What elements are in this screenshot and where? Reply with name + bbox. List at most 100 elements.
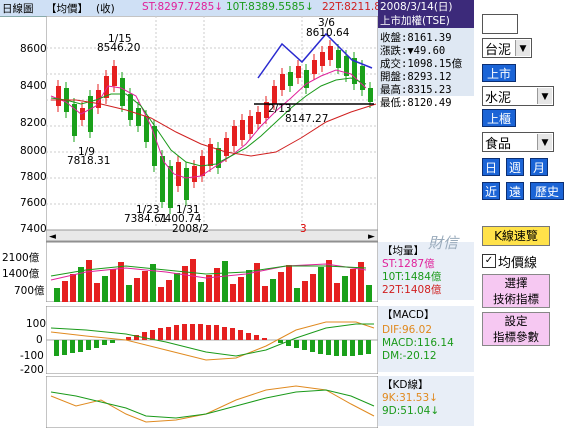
avg-line-checkbox[interactable]: ✓ [482, 254, 496, 268]
candle [192, 166, 197, 182]
volume-bar [206, 275, 212, 302]
volume-bar [230, 284, 236, 302]
volume-bar [78, 267, 84, 302]
macd-bar [182, 324, 187, 340]
category-select-2[interactable]: 水泥 ▼ [482, 86, 554, 106]
volume-header: 【均量】 [382, 245, 424, 257]
candle [296, 66, 301, 78]
select-indicator-button[interactable]: 選擇 技術指標 [482, 274, 550, 308]
volume-22t: 22T:1408億 [382, 284, 442, 296]
macd-bar [70, 340, 75, 353]
price-tick: 8600 [20, 43, 47, 55]
macd-bar [174, 325, 179, 340]
anno-3-date: 1/23 [136, 204, 160, 216]
macd-bar [214, 325, 219, 340]
volume-bar [190, 259, 196, 302]
macd-axis-tick: -200 [20, 364, 44, 376]
category-select-1[interactable]: 台泥 ▼ [482, 38, 532, 58]
candle [160, 156, 165, 202]
candle [264, 102, 269, 118]
daily-button[interactable]: 日 [482, 158, 500, 176]
stock-code-input[interactable] [482, 14, 518, 34]
volume-axis-tick: 700億 [14, 285, 45, 297]
volume-bar [158, 287, 164, 302]
candle [304, 70, 309, 88]
info-title: 2008/3/14(日) 上市加權(TSE) [378, 0, 474, 28]
volume-value: 成交:1098.15億 [380, 58, 463, 70]
macd-axis-tick: -100 [20, 350, 44, 362]
volume-bar [198, 282, 204, 302]
listed-button[interactable]: 上市 [482, 64, 516, 82]
macd-bar [326, 340, 331, 355]
anno-4-value: 7400.74 [158, 213, 202, 225]
volume-bar [142, 271, 148, 302]
candle [152, 126, 157, 166]
kline-overview-button[interactable]: K線速覽 [482, 226, 550, 246]
change-value: 漲跌:▼49.60 [380, 45, 446, 57]
svg-text:►: ► [368, 232, 375, 242]
macd-bar [102, 340, 107, 345]
kd-chart[interactable] [46, 376, 378, 428]
close-value: 收盤:8161.39 [380, 32, 452, 44]
macd-bar [126, 337, 131, 340]
ma-10t-line [50, 77, 367, 167]
candle [144, 116, 149, 142]
candle [368, 88, 373, 102]
macd-bar [262, 338, 267, 340]
anno-1-value: 8546.20 [97, 42, 141, 54]
otc-button[interactable]: 上櫃 [482, 109, 516, 127]
volume-axis-tick: 2100億 [2, 252, 40, 264]
volume-bar [214, 268, 220, 302]
near-button[interactable]: 近 [482, 182, 500, 200]
macd-bar [278, 340, 283, 343]
open-value: 開盤:8293.12 [380, 71, 452, 83]
info-index-name: 上市加權(TSE) [380, 15, 450, 27]
candle [128, 94, 133, 120]
volume-10t: 10T:1484億 [382, 271, 442, 283]
category-select-3[interactable]: 食品 ▼ [482, 132, 554, 152]
candle [216, 148, 221, 168]
macd-bar [54, 340, 59, 356]
macd-bar [134, 335, 139, 340]
macd-bar [302, 340, 307, 350]
t10-value: 10T:8389.5585↓ [226, 1, 314, 13]
candle [336, 50, 341, 68]
anno-6-value: 8147.27 [285, 113, 329, 125]
macd-dm: DM:-20.12 [382, 350, 437, 362]
monthly-button[interactable]: 月 [530, 158, 548, 176]
volume-bar [134, 278, 140, 302]
macd-chart[interactable] [46, 306, 378, 374]
price-tick: 7400 [20, 223, 47, 235]
volume-bar [254, 263, 260, 302]
volume-bar [182, 266, 188, 302]
volume-bar [238, 277, 244, 302]
candle [112, 66, 117, 86]
candle [352, 58, 357, 84]
kd-header: 【KD線】 [382, 379, 429, 391]
candle [288, 72, 293, 86]
volume-chart[interactable] [46, 242, 378, 302]
candle [184, 168, 189, 200]
far-button[interactable]: 遠 [506, 182, 524, 200]
macd-bar [358, 340, 363, 355]
macd-bar [110, 340, 115, 343]
volume-bar [318, 267, 324, 302]
weekly-button[interactable]: 週 [506, 158, 524, 176]
candle [80, 108, 85, 120]
indicator-label[interactable]: 【均價】 [46, 3, 88, 15]
period-label[interactable]: 日線圖 [2, 3, 34, 15]
volume-bar [118, 262, 124, 302]
st-value: ST:8297.7285↓ [142, 1, 224, 13]
volume-bar [302, 281, 308, 302]
anno-1-date: 1/15 [108, 33, 132, 45]
history-button[interactable]: 歷史 [530, 182, 564, 200]
unit-label: (收) [96, 3, 115, 15]
candle [232, 126, 237, 146]
t22-value: 22T:8211.8 [322, 1, 381, 13]
indicator-settings-button[interactable]: 設定 指標參數 [482, 312, 550, 346]
macd-legend: 【MACD】 DIF:96.02 MACD:116.14 DM:-20.12 [378, 306, 474, 372]
indicator-bar: 日線圖 【均價】 (收) ST:8297.7285↓ 10T:8389.5585… [0, 0, 381, 17]
candlestick-chart[interactable]: ◄ ► [46, 16, 378, 242]
anno-5-value: 8610.64 [306, 27, 350, 39]
kd-legend: 【KD線】 9K:31.53↓ 9D:51.04↓ [378, 376, 474, 426]
